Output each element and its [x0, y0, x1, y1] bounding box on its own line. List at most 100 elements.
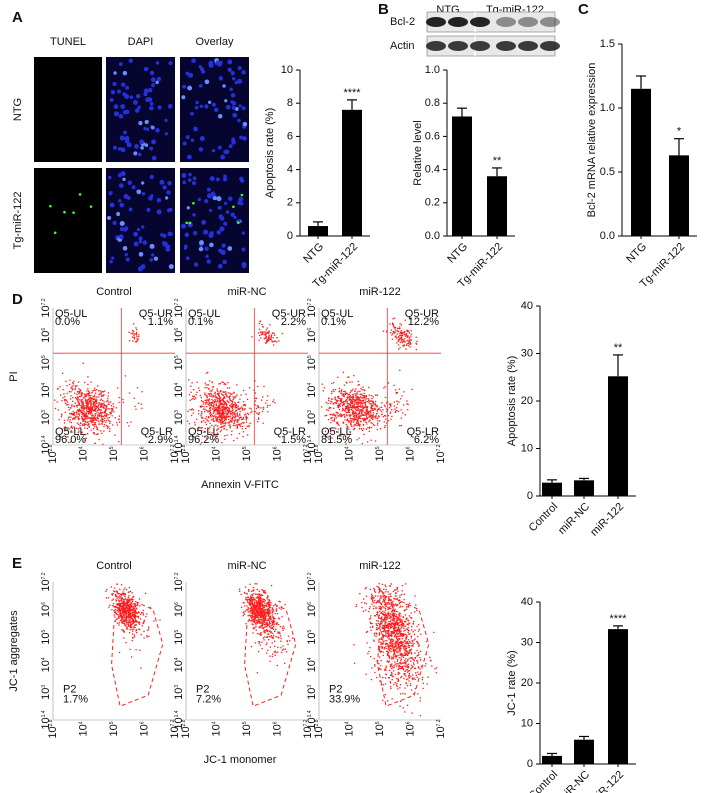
event-dot — [391, 415, 393, 418]
event-dot — [214, 396, 217, 398]
tick-base: 10 — [173, 385, 185, 397]
nucleus — [155, 61, 160, 65]
nucleus — [155, 80, 159, 85]
event-dot — [200, 405, 202, 407]
event-dot — [222, 422, 224, 424]
event-dot — [338, 415, 340, 417]
event-dot — [132, 332, 134, 334]
event-dot — [127, 599, 129, 602]
event-dot — [63, 398, 66, 401]
event-dot — [128, 392, 131, 394]
event-dot — [258, 608, 260, 610]
event-dot — [390, 418, 392, 420]
event-dot — [391, 622, 393, 624]
event-dot — [209, 422, 211, 424]
event-dot — [131, 329, 134, 332]
event-dot — [86, 406, 88, 408]
event-dot — [62, 389, 64, 391]
event-dot — [146, 613, 148, 615]
event-dot — [349, 395, 352, 397]
tick-base: 10 — [40, 660, 52, 672]
event-dot — [77, 398, 79, 401]
event-dot — [74, 402, 76, 404]
event-dot — [404, 319, 406, 321]
event-dot — [227, 407, 229, 409]
event-dot — [212, 402, 214, 404]
event-dot — [358, 412, 360, 414]
tunel-spot — [192, 201, 195, 205]
event-dot — [92, 401, 95, 403]
flow-tick-label: 101.4 — [40, 435, 52, 454]
event-dot — [116, 597, 118, 599]
event-dot — [369, 606, 371, 608]
event-dot — [71, 426, 73, 429]
event-dot — [238, 417, 241, 419]
event-dot — [350, 421, 352, 423]
event-dot — [343, 413, 345, 416]
event-dot — [403, 340, 406, 343]
event-dot — [133, 613, 135, 616]
event-dot — [192, 409, 195, 411]
event-dot — [218, 411, 221, 413]
event-dot — [223, 397, 225, 399]
event-dot — [268, 620, 271, 622]
event-dot — [101, 390, 103, 393]
event-dot — [97, 409, 99, 412]
event-dot — [261, 618, 263, 621]
event-dot — [122, 593, 125, 595]
event-dot — [93, 423, 95, 426]
event-dot — [136, 621, 138, 624]
event-dot — [239, 407, 241, 409]
event-dot — [400, 605, 402, 607]
event-dot — [127, 604, 129, 606]
event-dot — [112, 592, 114, 595]
event-dot — [339, 413, 342, 415]
event-dot — [264, 334, 267, 336]
y-axis-label: JC-1 rate (%) — [506, 650, 518, 715]
event-dot — [257, 413, 259, 415]
event-dot — [395, 627, 397, 629]
event-dot — [73, 412, 75, 415]
event-dot — [131, 609, 133, 611]
event-dot — [132, 622, 134, 624]
event-dot — [128, 613, 130, 616]
event-dot — [382, 330, 385, 332]
event-dot — [220, 423, 222, 426]
event-dot — [130, 621, 132, 623]
event-dot — [251, 610, 254, 612]
event-dot — [338, 408, 341, 411]
event-dot — [89, 417, 91, 419]
event-dot — [230, 403, 232, 406]
event-dot — [107, 407, 109, 410]
event-dot — [369, 426, 371, 428]
event-dot — [340, 399, 342, 401]
event-dot — [390, 624, 392, 627]
nucleus — [208, 208, 213, 212]
event-dot — [387, 632, 390, 634]
event-dot — [121, 607, 123, 610]
event-dot — [103, 390, 106, 392]
event-dot — [211, 398, 213, 401]
event-dot — [104, 410, 107, 413]
event-dot — [396, 342, 398, 344]
event-dot — [118, 609, 121, 612]
event-dot — [350, 401, 352, 404]
nucleus — [133, 100, 137, 105]
event-dot — [84, 427, 86, 429]
event-dot — [133, 595, 135, 598]
event-dot — [212, 419, 214, 421]
tick-base: 10 — [173, 413, 185, 425]
event-dot — [270, 631, 273, 633]
event-dot — [133, 636, 136, 638]
event-dot — [245, 597, 247, 599]
event-dot — [125, 617, 127, 619]
y-tick-label: 20 — [521, 395, 533, 407]
nucleus — [223, 201, 228, 206]
event-dot — [78, 395, 80, 398]
event-dot — [99, 423, 101, 425]
event-dot — [238, 401, 240, 403]
event-dot — [125, 588, 128, 591]
event-dot — [67, 419, 69, 421]
flow-tick-label: 105 — [40, 629, 52, 644]
tick-exp: 6 — [406, 446, 412, 449]
